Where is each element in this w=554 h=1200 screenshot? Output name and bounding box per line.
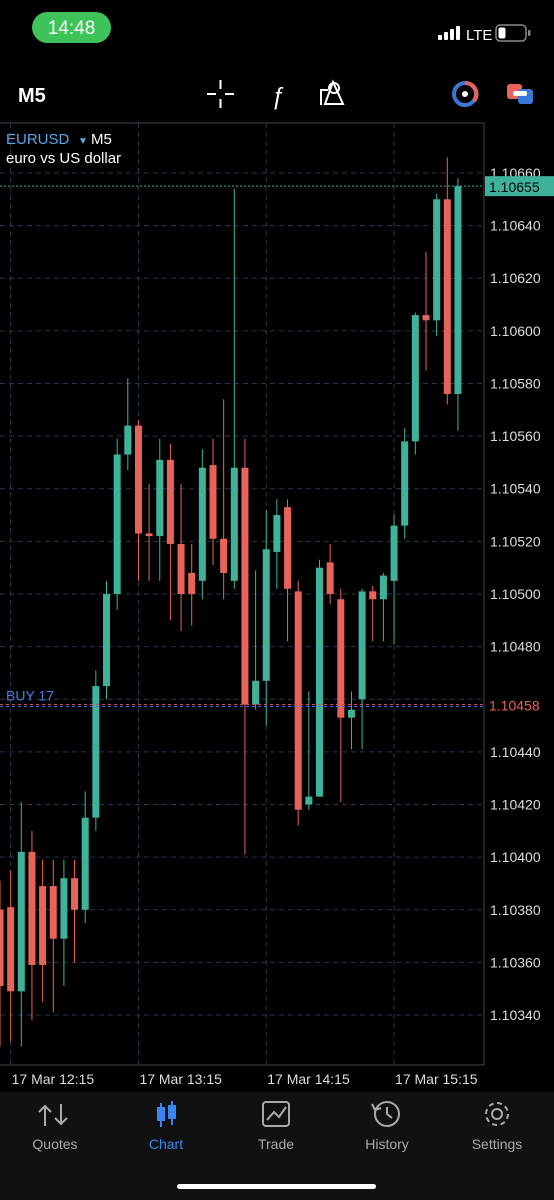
x-tick-label: 17 Mar 14:15 [267, 1071, 350, 1087]
network-label: LTE [466, 27, 492, 44]
y-tick-label: 1.10520 [490, 533, 541, 549]
candle-body [188, 572, 196, 594]
y-tick-label: 1.10440 [490, 744, 541, 760]
symbol-description: euro vs US dollar [6, 150, 121, 167]
nav-1[interactable]: Chart [149, 1136, 183, 1152]
candle-body [337, 599, 345, 718]
time-pill [32, 12, 111, 43]
symbol-label: EURUSD [6, 131, 70, 148]
candle-body [28, 851, 36, 966]
candle-body [230, 467, 238, 581]
candle-body [166, 459, 174, 545]
candle-body [316, 567, 323, 797]
candle-body [284, 507, 292, 589]
candle-body [92, 686, 100, 818]
current-price-tag [485, 176, 554, 197]
candle-body [252, 680, 260, 705]
y-tick-label: 1.10600 [490, 323, 541, 339]
candle-body [198, 467, 206, 581]
candle-body [326, 562, 334, 594]
candle-body [369, 591, 377, 600]
trade-button[interactable] [507, 84, 533, 104]
nav-bar [0, 1092, 554, 1200]
candle-body [220, 538, 228, 573]
candle-body [177, 544, 185, 594]
y-tick-label: 1.10360 [490, 954, 541, 970]
timeframe-button[interactable]: M5 [18, 85, 46, 107]
y-tick-label: 1.10620 [490, 270, 541, 286]
y-tick-label: 1.10420 [490, 797, 541, 813]
candle-body [443, 199, 451, 395]
y-tick-label: 1.10380 [490, 902, 541, 918]
current-price-label: 1.10655 [489, 179, 540, 195]
candle-body [113, 454, 121, 594]
objects-button[interactable] [320, 79, 345, 105]
chart-icon [157, 1101, 176, 1127]
candle-body [156, 459, 164, 537]
x-tick-label: 17 Mar 12:15 [12, 1071, 95, 1087]
candle-body [454, 186, 462, 395]
y-tick-label: 1.10640 [490, 218, 541, 234]
buy-line-label: BUY 17 [6, 688, 54, 704]
candle-body [305, 796, 313, 805]
candle-body [71, 878, 79, 910]
y-tick-label: 1.10580 [490, 375, 541, 391]
symbol-dropdown[interactable]: ▼ [78, 136, 88, 147]
candle-body [81, 817, 89, 910]
candle-body [401, 441, 409, 526]
status-time: 14:48 [48, 18, 96, 39]
y-tick-label: 1.10500 [490, 586, 541, 602]
candle-body [60, 878, 68, 939]
battery-icon [495, 24, 531, 42]
candle-body [124, 425, 132, 455]
chart-timeframe: M5 [91, 131, 112, 148]
signal-icon [438, 26, 460, 40]
candle-body [49, 886, 57, 939]
candle-body [347, 709, 355, 718]
candle-body [39, 886, 47, 966]
candle-body [103, 594, 110, 687]
x-tick-label: 17 Mar 13:15 [139, 1071, 222, 1087]
y-tick-label: 1.10560 [490, 428, 541, 444]
candle-body [134, 425, 142, 534]
y-tick-label: 1.10480 [490, 639, 541, 655]
candle-body [7, 907, 15, 992]
quotes-icon [38, 1104, 68, 1126]
candle-body [379, 575, 387, 600]
candle-body [433, 199, 441, 321]
x-tick-label: 17 Mar 15:15 [395, 1071, 478, 1087]
chart: 1.10340 1.10360 1.10380 1.10400 1.10420 1.104… [0, 123, 554, 1087]
crosshair-button[interactable] [207, 80, 234, 108]
candle-body [422, 315, 430, 321]
buy-price-label: 1.10458 [489, 698, 540, 714]
one-click-button[interactable] [452, 81, 479, 107]
buy-price-tag [485, 694, 554, 715]
history-icon [371, 1101, 400, 1127]
nav-4[interactable]: Settings [472, 1136, 523, 1152]
candle-body [273, 515, 281, 552]
y-tick-label: 1.10540 [490, 481, 541, 497]
candle-body [358, 591, 366, 700]
y-tick-label: 1.10340 [490, 1007, 541, 1023]
candle-body [209, 465, 217, 539]
nav-0[interactable]: Quotes [32, 1136, 77, 1152]
y-tick-label: 1.10400 [490, 849, 541, 865]
home-indicator [177, 1184, 376, 1189]
settings-icon [485, 1102, 509, 1126]
candle-body [0, 909, 4, 987]
candle-body [390, 525, 398, 581]
trade-icon [262, 1101, 290, 1127]
nav-3[interactable]: History [365, 1136, 409, 1152]
candle-body [294, 591, 302, 810]
nav-2[interactable]: Trade [258, 1136, 294, 1152]
candle-body [17, 851, 25, 992]
candle-body [145, 533, 153, 537]
candle-body [262, 549, 270, 681]
candle-body [241, 467, 249, 705]
indicators-button[interactable]: ƒ [271, 83, 284, 110]
candle-body [411, 315, 419, 442]
